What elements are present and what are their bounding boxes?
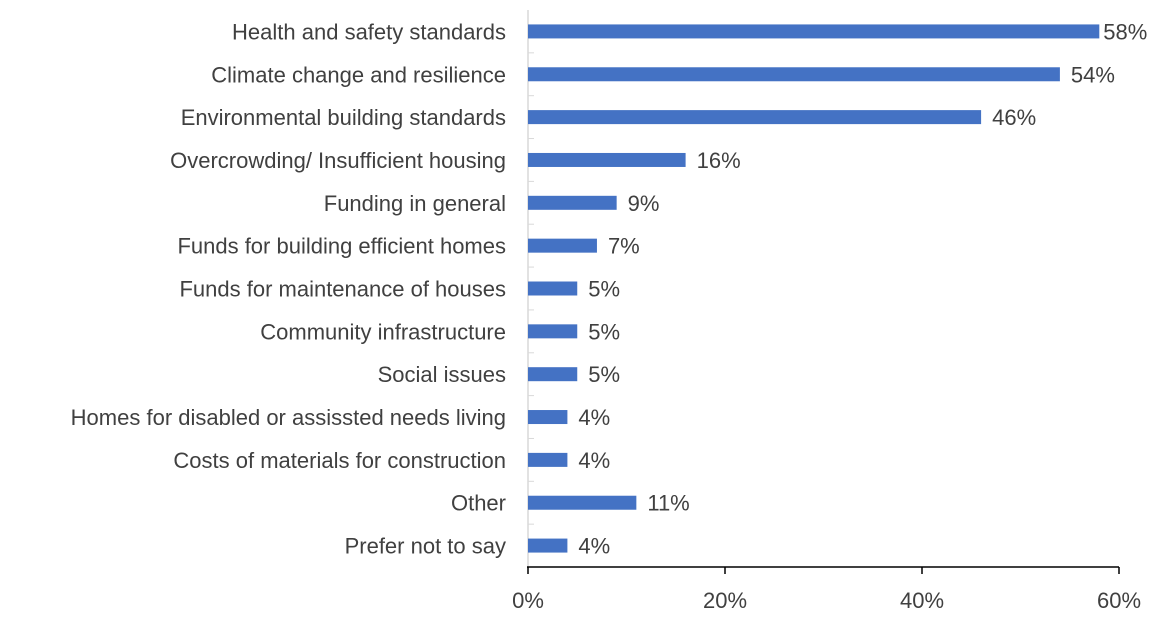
bar — [528, 67, 1060, 82]
category-label: Health and safety standards — [232, 19, 506, 44]
data-label: 46% — [992, 105, 1036, 130]
category-label: Costs of materials for construction — [173, 448, 506, 473]
bar — [528, 110, 982, 125]
bar — [528, 152, 686, 167]
data-label: 16% — [697, 148, 741, 173]
data-label: 4% — [578, 534, 610, 559]
bar — [528, 24, 1100, 39]
category-label: Funds for maintenance of houses — [179, 277, 506, 302]
x-tick-label: 20% — [703, 588, 747, 613]
bar — [528, 195, 617, 210]
bar — [528, 238, 597, 253]
data-label: 54% — [1071, 62, 1115, 87]
category-label: Overcrowding/ Insufficient housing — [170, 148, 506, 173]
bar — [528, 324, 578, 339]
category-label: Funds for building efficient homes — [177, 234, 506, 259]
category-label: Climate change and resilience — [211, 62, 506, 87]
x-tick-label: 60% — [1097, 588, 1141, 613]
data-label: 5% — [588, 319, 620, 344]
category-label: Social issues — [378, 362, 506, 387]
bar — [528, 410, 568, 425]
category-label: Prefer not to say — [345, 534, 506, 559]
bar — [528, 367, 578, 382]
data-label: 5% — [588, 277, 620, 302]
bar — [528, 538, 568, 553]
category-label: Community infrastructure — [260, 319, 506, 344]
data-label: 9% — [628, 191, 660, 216]
x-tick-label: 40% — [900, 588, 944, 613]
data-label: 5% — [588, 362, 620, 387]
category-label: Funding in general — [324, 191, 506, 216]
x-tick-label: 0% — [512, 588, 544, 613]
bar — [528, 495, 637, 510]
category-label: Homes for disabled or assissted needs li… — [71, 405, 506, 430]
bar — [528, 281, 578, 296]
data-label: 4% — [578, 448, 610, 473]
data-label: 11% — [647, 491, 689, 516]
data-label: 58% — [1103, 19, 1147, 44]
data-label: 4% — [578, 405, 610, 430]
data-label: 7% — [608, 234, 640, 259]
category-label: Environmental building standards — [181, 105, 506, 130]
bar — [528, 452, 568, 467]
category-label: Other — [451, 491, 506, 516]
